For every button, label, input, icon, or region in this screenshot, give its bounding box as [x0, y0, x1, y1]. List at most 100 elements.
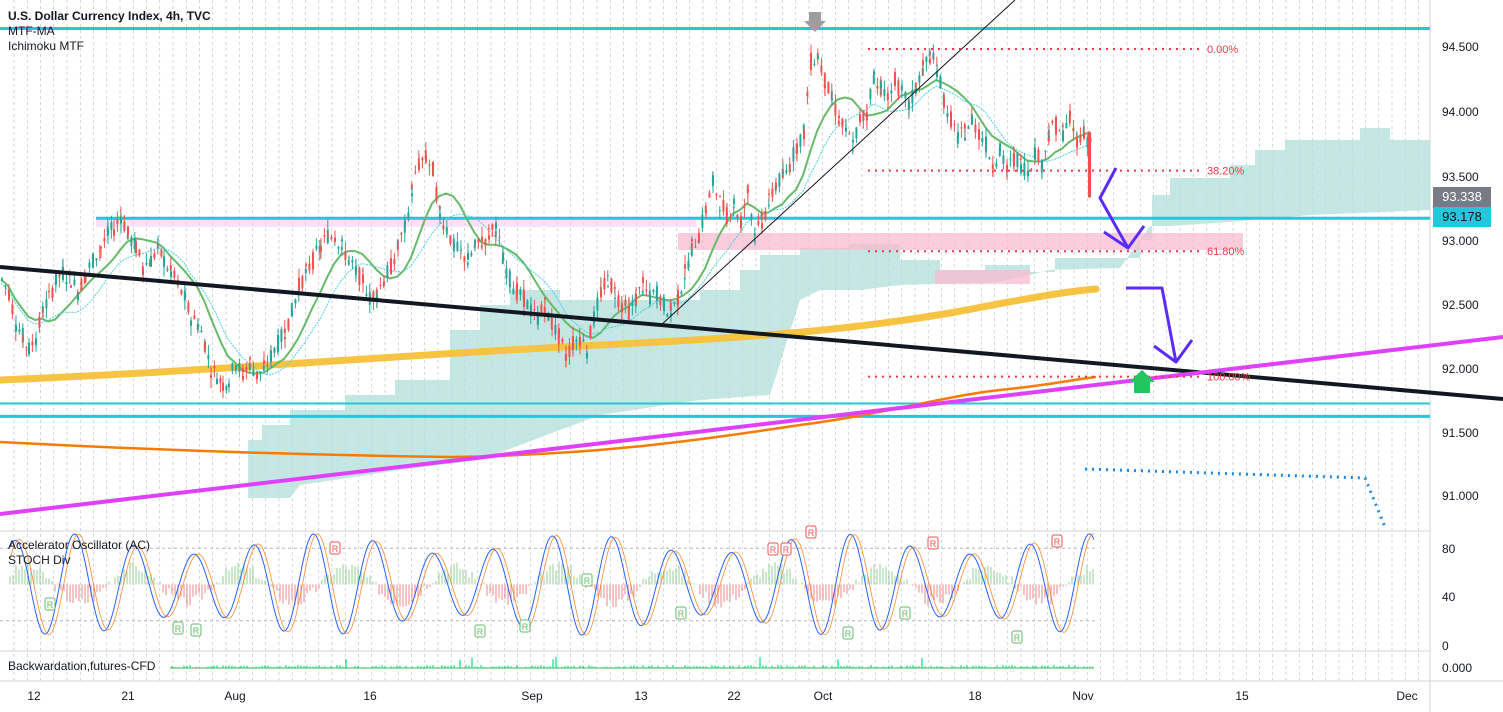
osc-signal-label: R: [477, 627, 484, 637]
forecast-arrow-1-head: [1103, 225, 1146, 250]
candle-body: [537, 316, 539, 325]
candle-body: [953, 124, 956, 126]
horizontal-levels[interactable]: [0, 27, 1430, 418]
candle-body: [169, 265, 172, 271]
candle-body: [45, 299, 48, 309]
forecast-arrows[interactable]: [804, 12, 1387, 528]
candle-body: [1079, 134, 1082, 143]
candle-body: [1034, 148, 1036, 160]
candle-body: [635, 294, 637, 305]
candle-body: [1083, 132, 1085, 139]
main-legend[interactable]: U.S. Dollar Currency Index, 4h, TVC MTF-…: [8, 9, 211, 54]
osc-signal-badge: [927, 536, 939, 550]
candle-body: [256, 371, 258, 379]
down-arrow-marker: [804, 12, 826, 32]
candle-body: [222, 382, 224, 391]
trend-lines[interactable]: [0, 0, 1503, 516]
candle-body: [894, 72, 896, 87]
candle-body: [851, 150, 854, 152]
candle-body: [187, 302, 190, 313]
supply-zone: [678, 233, 1243, 250]
candle-body: [98, 250, 101, 252]
price-tick-label: 94.000: [1442, 105, 1479, 119]
candle-body: [600, 289, 602, 298]
candle-body: [92, 253, 94, 268]
osc-signal-label: R: [1014, 633, 1021, 643]
candle-body: [414, 172, 417, 174]
candle-body: [778, 173, 781, 187]
candle-body: [184, 292, 186, 300]
osc-signal-label: R: [522, 622, 529, 632]
candle-body: [70, 285, 72, 288]
candle-body: [767, 205, 770, 207]
candle-body: [80, 278, 83, 291]
candle-body: [768, 193, 770, 195]
ma-orange: [0, 375, 1097, 459]
candle-body: [383, 281, 385, 284]
candle-body: [315, 246, 318, 249]
candle-body: [193, 315, 196, 319]
candle-body: [508, 270, 511, 285]
candle-body: [446, 232, 448, 234]
candle-body: [249, 357, 251, 360]
candle-body: [15, 325, 17, 331]
candle-body: [957, 132, 959, 139]
candle-body: [390, 258, 392, 275]
candle-body: [351, 259, 354, 263]
candle-body: [726, 212, 728, 216]
candle-body: [207, 354, 210, 360]
descending-trendline: [0, 265, 1503, 401]
candle-body: [607, 286, 609, 288]
osc-signal-badge: [172, 621, 184, 635]
candle-body: [148, 262, 151, 267]
oscillator-legend[interactable]: Accelerator Oscillator (AC) STOCH Div: [8, 538, 150, 568]
candle-body: [803, 129, 805, 140]
candle-body: [925, 56, 928, 62]
osc-signal-label: R: [678, 609, 685, 619]
candle-body: [516, 283, 518, 295]
candle-body: [963, 124, 966, 129]
candle-body: [624, 299, 627, 307]
osc-signal-label: R: [175, 624, 182, 634]
candle-body: [35, 338, 37, 346]
backwardation-legend[interactable]: Backwardation,futures-CFD: [8, 659, 155, 674]
osc-signal-badge: [899, 606, 911, 620]
candle-body: [301, 275, 304, 289]
candle-body: [813, 63, 816, 66]
candle-body: [810, 52, 812, 71]
fib-label-2: 61.80%: [1207, 246, 1245, 258]
fibonacci-retracement[interactable]: 0.00% 38.20% 61.80% 100.00%: [868, 44, 1251, 384]
ascending-trendline: [0, 335, 1503, 516]
candle-body: [362, 274, 364, 284]
candle-body: [862, 111, 865, 121]
candle-body: [327, 235, 329, 237]
candle-body: [872, 75, 875, 85]
candle-body: [718, 210, 721, 212]
candle-body: [428, 164, 431, 166]
candle-body: [466, 262, 469, 265]
candle-body: [107, 230, 109, 235]
candle-body: [876, 86, 879, 89]
candle-body: [659, 296, 662, 305]
osc-signal-label: R: [930, 539, 937, 549]
candle-body: [77, 294, 79, 301]
moving-averages: [0, 78, 1100, 459]
candle-body: [988, 157, 991, 160]
candle-body: [971, 115, 973, 125]
candle-body: [565, 353, 567, 361]
candle-body: [153, 253, 156, 258]
price-tick-label: 92.500: [1442, 298, 1479, 312]
candle-body: [827, 81, 830, 94]
candle-body: [985, 136, 987, 153]
candle-body: [219, 378, 222, 383]
candle-body: [1030, 169, 1033, 171]
demand-zone: [935, 270, 1030, 284]
candle-body: [1076, 136, 1078, 148]
candle-body: [393, 258, 396, 265]
candle-body: [669, 302, 672, 311]
candle-body: [866, 113, 868, 121]
candle-body: [550, 317, 553, 329]
candle-body: [142, 269, 144, 276]
fib-label-1: 38.20%: [1207, 166, 1245, 178]
